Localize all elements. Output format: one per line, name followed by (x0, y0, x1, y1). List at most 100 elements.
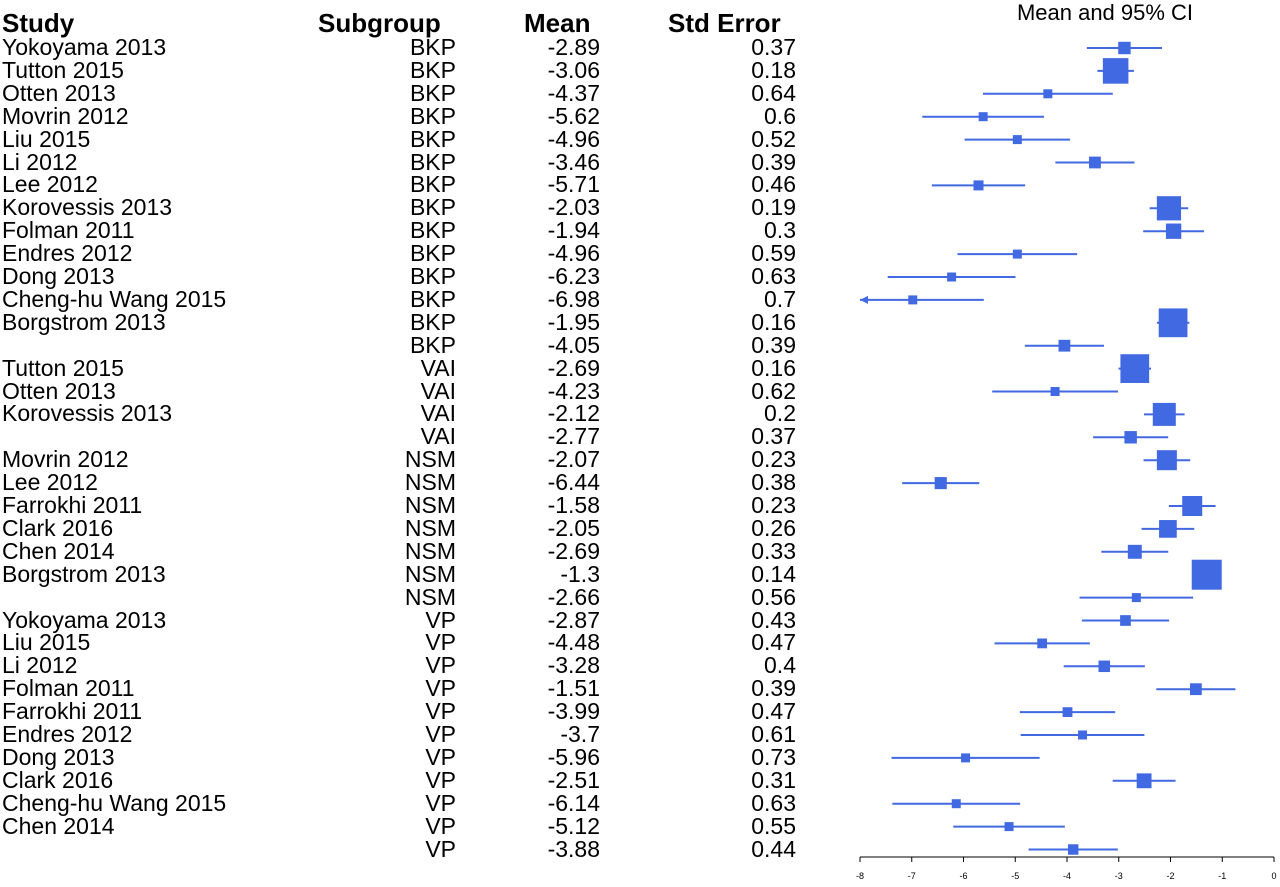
study-name: Tutton 2015 (2, 354, 124, 381)
table-row: Liu 2015 BKP -4.96 0.52 (0, 125, 820, 152)
point-estimate-marker (1124, 431, 1137, 444)
table-row: Borgstrom 2013 BKP -1.95 0.16 (0, 308, 820, 335)
point-estimate-marker (1004, 822, 1014, 832)
point-estimate-marker (947, 272, 957, 282)
subgroup-value: VAI (420, 354, 456, 381)
table-row: Otten 2013 VAI -4.23 0.62 (0, 377, 820, 404)
std-error-value: 0.64 (751, 79, 796, 106)
mean-value: -3.06 (547, 56, 600, 83)
point-estimate-marker (973, 180, 984, 191)
mean-value: -2.07 (547, 446, 600, 473)
point-estimate-marker (1127, 544, 1142, 559)
point-estimate-marker (1158, 308, 1188, 338)
mean-value: -2.87 (547, 606, 600, 633)
mean-value: -6.98 (547, 285, 600, 312)
subgroup-value: VP (425, 743, 456, 770)
mean-value: -5.12 (547, 812, 600, 839)
study-name: Otten 2013 (2, 377, 116, 404)
mean-value: -6.44 (547, 469, 600, 496)
std-error-value: 0.16 (751, 354, 796, 381)
table-row: Korovessis 2013 VAI -2.12 0.2 (0, 402, 820, 425)
study-name: Li 2012 (2, 148, 78, 175)
subgroup-value: VP (425, 629, 456, 656)
point-estimate-marker (1120, 615, 1131, 626)
std-error-value: 0.44 (751, 835, 796, 862)
point-estimate-marker (1102, 58, 1129, 84)
study-name: Chen 2014 (2, 537, 115, 564)
subgroup-value: VAI (420, 423, 456, 450)
header-mean: Mean (524, 8, 591, 38)
table-row: Dong 2013 VP -5.96 0.73 (0, 743, 820, 770)
table-row: Clark 2016 VP -2.51 0.31 (0, 766, 820, 793)
std-error-value: 0.7 (764, 285, 796, 312)
point-estimate-marker (1118, 41, 1131, 55)
table-row: Movrin 2012 NSM -2.07 0.23 (0, 448, 820, 471)
study-name: Lee 2012 (2, 469, 98, 496)
subgroup-value: BKP (409, 56, 456, 83)
study-name: Borgstrom 2013 (2, 560, 166, 587)
study-name: Clark 2016 (2, 766, 114, 793)
std-error-value: 0.61 (751, 721, 796, 747)
mean-value: -6.14 (547, 789, 600, 816)
std-error-value: 0.23 (751, 492, 796, 518)
x-tick-label: -4 (1063, 871, 1071, 881)
point-estimate-marker (908, 295, 918, 305)
mean-value: -5.62 (547, 102, 600, 129)
table-row: Farrokhi 2011 NSM -1.58 0.23 (0, 494, 820, 517)
std-error-value: 0.6 (764, 102, 796, 129)
std-error-value: 0.73 (751, 743, 796, 770)
table-row: NSM -2.66 0.56 (0, 583, 820, 610)
study-name: Liu 2015 (2, 629, 91, 656)
header-study: Study (2, 8, 75, 38)
x-tick-label: -6 (959, 871, 967, 881)
std-error-value: 0.46 (751, 171, 796, 198)
subgroup-value: BKP (409, 125, 456, 152)
subgroup-value: NSM (404, 537, 456, 564)
table-row: Borgstrom 2013 NSM -1.3 0.14 (0, 560, 820, 587)
study-name: Yokoyama 2013 (2, 606, 167, 633)
study-name: Liu 2015 (2, 125, 91, 152)
mean-value: -2.12 (547, 400, 600, 427)
x-tick-label: -5 (1011, 871, 1019, 881)
study-name: Clark 2016 (2, 514, 114, 541)
table-row: Cheng-hu Wang 2015 BKP -6.98 0.7 (0, 285, 820, 312)
table-row: VP -3.88 0.44 (0, 835, 820, 862)
std-error-value: 0.62 (751, 377, 796, 404)
std-error-value: 0.4 (764, 652, 796, 679)
study-name: Farrokhi 2011 (2, 492, 143, 518)
point-estimate-marker (978, 112, 988, 122)
subgroup-value: VP (425, 652, 456, 679)
std-error-value: 0.55 (751, 812, 796, 839)
std-error-value: 0.18 (751, 56, 796, 83)
subgroup-value: VP (425, 812, 456, 839)
mean-value: -1.95 (547, 308, 600, 335)
point-estimate-marker (951, 799, 961, 809)
mean-value: -5.96 (547, 743, 600, 770)
point-estimate-marker (1012, 135, 1022, 145)
subgroup-value: VP (425, 698, 456, 725)
subgroup-value: NSM (404, 560, 456, 587)
x-tick-label: 0 (1271, 871, 1276, 881)
mean-value: -4.23 (547, 377, 600, 404)
mean-value: -3.46 (547, 148, 600, 175)
x-tick-label: -2 (1166, 871, 1174, 881)
table-row: Clark 2016 NSM -2.05 0.26 (0, 514, 820, 541)
std-error-value: 0.56 (751, 583, 796, 610)
subgroup-value: NSM (404, 492, 456, 518)
point-estimate-marker (1189, 683, 1202, 696)
subgroup-value: VP (425, 766, 456, 793)
subgroup-value: VP (425, 721, 456, 747)
point-estimate-marker (1050, 387, 1060, 396)
table-row: Farrokhi 2011 VP -3.99 0.47 (0, 700, 820, 723)
point-estimate-marker (1182, 496, 1203, 516)
subgroup-value: VAI (420, 377, 456, 404)
std-error-value: 0.23 (751, 446, 796, 473)
table-row: VAI -2.77 0.37 (0, 425, 820, 448)
study-name: Lee 2012 (2, 171, 98, 198)
mean-value: -6.23 (547, 263, 600, 289)
table-row: Chen 2014 VP -5.12 0.55 (0, 812, 820, 839)
table-row: Liu 2015 VP -4.48 0.47 (0, 631, 820, 654)
mean-value: -1.94 (547, 217, 600, 244)
point-estimate-marker (1037, 638, 1048, 649)
table-row: Korovessis 2013 BKP -2.03 0.19 (0, 196, 820, 219)
